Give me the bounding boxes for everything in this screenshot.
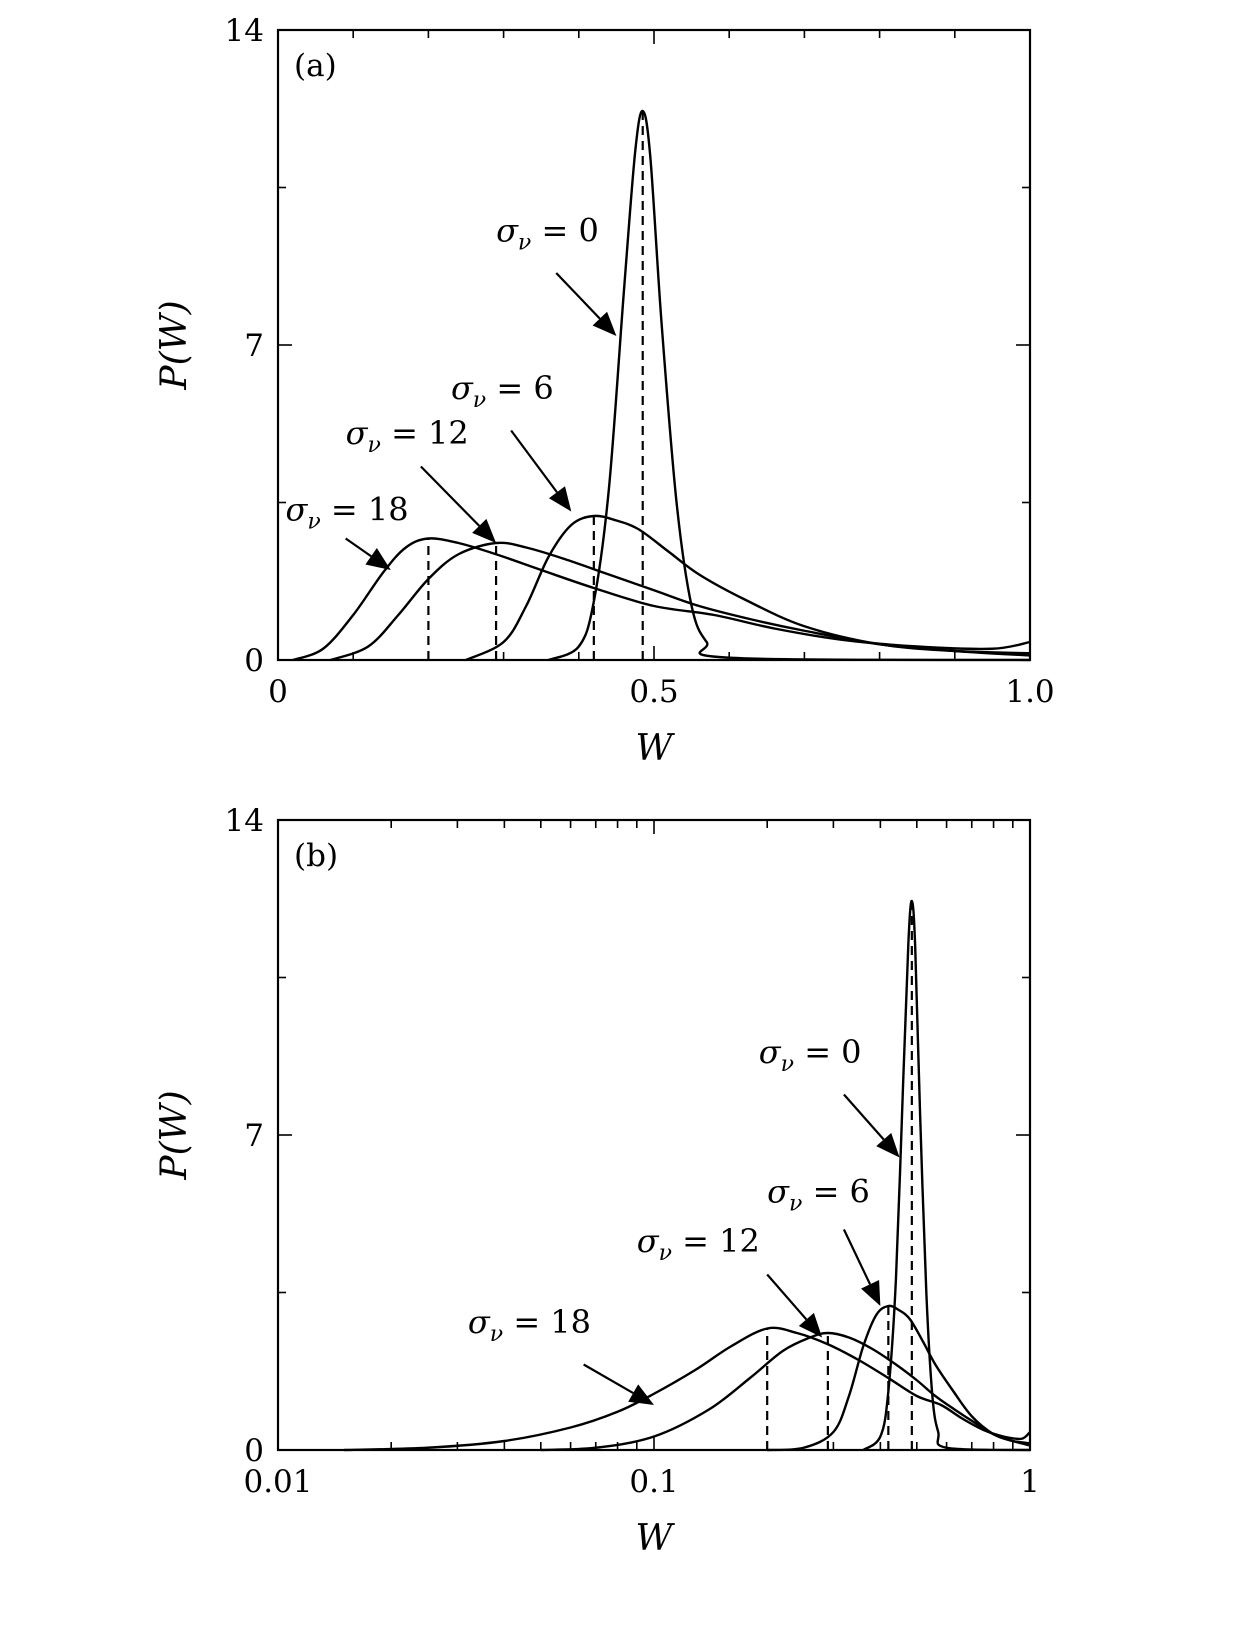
sigma-subscript: ν [490,1322,503,1347]
equals-sign: = [672,1222,719,1260]
sigma-value: 12 [719,1222,760,1260]
sigma-subscript: ν [473,388,486,413]
y-tick-label: 0 [244,643,264,679]
sigma-value: 18 [550,1303,591,1341]
y-tick-label: 0 [244,1433,264,1469]
sigma-symbol: σ [767,1173,790,1211]
y-tick-label: 14 [225,803,264,839]
sigma-value: 0 [578,212,598,250]
y-axis-label: P(W) [154,1090,195,1180]
curve-sigma-6 [465,514,1031,662]
y-axis-label: P(W) [154,300,195,390]
x-tick-label: 0 [268,674,288,710]
equals-sign: = [802,1173,849,1211]
equals-sign: = [381,414,428,452]
plot-frame [276,818,1032,1452]
arrow-head [876,1132,900,1158]
sigma-symbol: σ [286,491,309,529]
sigma-value: 0 [841,1033,861,1071]
annotation-arrow [555,272,601,320]
x-tick-label: 1 [1020,1464,1040,1500]
curve-sigma-0 [862,899,1031,1452]
curve-sigma-18 [292,537,1031,662]
curve-sigma-18 [344,1326,1031,1452]
annotation-arrow [842,1229,872,1285]
x-tick-label: 0.1 [629,1464,678,1500]
sigma-subscript: ν [368,433,381,458]
panel-label: (a) [294,48,337,84]
annotation-sigma-0: σν = 0 [496,212,599,256]
sigma-value: 6 [533,369,553,407]
arrow-head [365,548,391,570]
y-tick-label: 7 [244,1118,264,1154]
sigma-symbol: σ [496,212,519,250]
y-tick-label: 7 [244,328,264,364]
arrow-head [798,1312,823,1338]
arrow-head [628,1384,654,1405]
annotation-arrow [510,429,558,493]
annotation-arrow [345,537,372,558]
arrow-head [472,518,497,543]
sigma-symbol: σ [468,1303,491,1341]
equals-sign: = [503,1303,550,1341]
sigma-subscript: ν [518,231,531,256]
sigma-symbol: σ [346,414,369,452]
sigma-subscript: ν [659,1241,672,1266]
curve-sigma-0 [548,109,1031,662]
panel-label: (b) [294,838,338,874]
sigma-subscript: ν [307,510,320,535]
annotation-sigma-18: σν = 18 [468,1303,591,1347]
annotation-arrow [420,465,481,527]
sigma-subscript: ν [781,1052,794,1077]
annotation-sigma-0: σν = 0 [759,1033,862,1077]
x-axis-label: W [635,728,675,769]
plot-frame [276,28,1032,662]
equals-sign: = [531,212,578,250]
arrow-head [592,311,617,336]
annotation-sigma-18: σν = 18 [286,491,409,535]
annotation-sigma-12: σν = 12 [637,1222,760,1266]
annotation-arrow [583,1363,634,1394]
sigma-subscript: ν [789,1192,802,1217]
arrow-head [548,486,572,512]
equals-sign: = [486,369,533,407]
sigma-value: 6 [850,1173,870,1211]
equals-sign: = [794,1033,841,1071]
curve-sigma-12 [540,1331,1031,1452]
annotation-sigma-12: σν = 12 [346,414,469,458]
sigma-value: 12 [428,414,469,452]
annotation-sigma-6: σν = 6 [767,1173,870,1217]
annotation-sigma-6: σν = 6 [451,369,554,413]
annotation-arrow [766,1273,808,1321]
y-tick-label: 14 [225,13,264,49]
x-tick-label: 0.01 [243,1464,312,1500]
x-tick-label: 0.5 [629,674,678,710]
sigma-value: 18 [368,491,409,529]
arrow-head [861,1280,881,1306]
sigma-symbol: σ [759,1033,782,1071]
sigma-symbol: σ [451,369,474,407]
sigma-symbol: σ [637,1222,660,1260]
x-axis-label: W [635,1518,675,1559]
annotation-arrow [843,1093,885,1141]
equals-sign: = [321,491,368,529]
x-tick-label: 1.0 [1005,674,1054,710]
